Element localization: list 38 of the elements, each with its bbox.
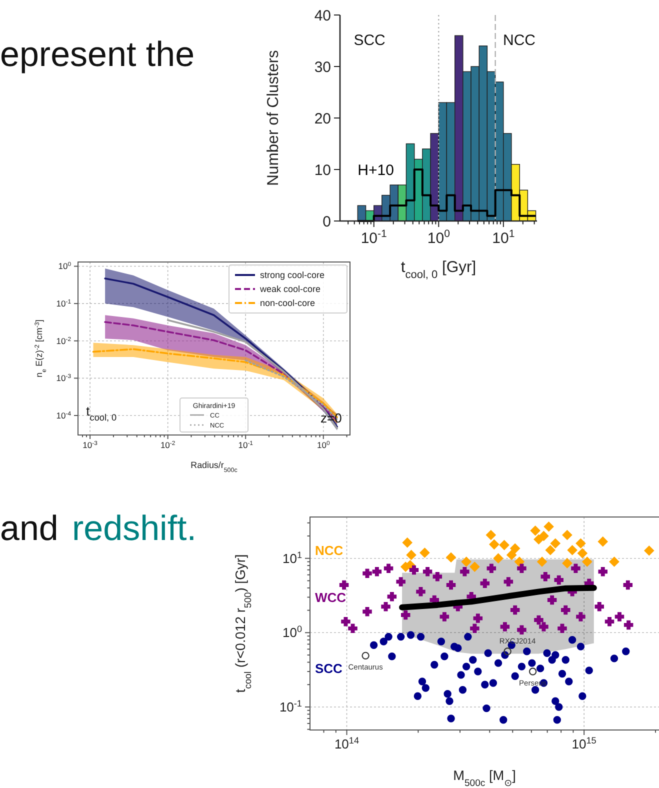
y-tick-label: 10$^{-4}$	[56, 410, 72, 420]
y-tick-label: 10$^{-1}$	[56, 298, 72, 309]
annotation: t$_{cool, 0}$	[86, 403, 117, 422]
x-tick-label: 10$^{15}$	[572, 736, 596, 752]
y-tick-label: 10$^{0}$	[282, 624, 302, 640]
x-tick-label: 10$^{-1}$	[360, 228, 388, 247]
y-tick-label: 10$^{-1}$	[279, 698, 302, 715]
y-tick-label: 10$^{0}$	[58, 261, 72, 272]
y-tick-label: 30	[314, 58, 331, 76]
x-tick-label: 10$^{-2}$	[160, 440, 176, 450]
text: NCC	[315, 543, 344, 558]
y-tick-label: 0	[322, 213, 331, 230]
x-tick-label: 10$^{-1}$	[238, 440, 254, 450]
text: epresent the	[0, 35, 195, 74]
y-tick-label: 40	[314, 7, 331, 24]
y-tick-label: 10$^{1}$	[282, 550, 302, 566]
y-tick-label: 10	[314, 162, 331, 179]
x-tick-label: 10$^{-3}$	[82, 440, 98, 450]
y-tick-label: 10$^{-2}$	[56, 336, 71, 346]
annotation: NCC	[503, 32, 536, 49]
annotation: SCC	[354, 32, 386, 49]
text: redshift.	[72, 509, 196, 548]
x-tick-label: 10$^{14}$	[334, 736, 360, 752]
legend-label: strong cool-core	[260, 270, 325, 280]
series-label: H+10	[358, 162, 394, 179]
x-axis-title: M$_{500c}$ [M$_{⊙}$]	[453, 768, 516, 788]
y-tick-label: 20	[314, 110, 331, 128]
x-axis-title: Radius/r$_{500c}$	[190, 460, 238, 474]
x-tick-label: 10$^{0}$	[427, 228, 450, 247]
text: SCC	[315, 661, 344, 676]
series-label: WCC	[315, 590, 347, 606]
y-axis-title: Number of Clusters	[265, 50, 282, 186]
legend-label: non-cool-core	[260, 298, 316, 308]
y-tick-label: 10$^{-3}$	[56, 373, 72, 384]
x-tick-label: 10$^{1}$	[492, 228, 515, 247]
legend-label: weak cool-core	[259, 284, 321, 294]
text: and	[0, 509, 58, 548]
x-axis-title: t$_{cool, 0}$ [Gyr]	[400, 259, 476, 281]
